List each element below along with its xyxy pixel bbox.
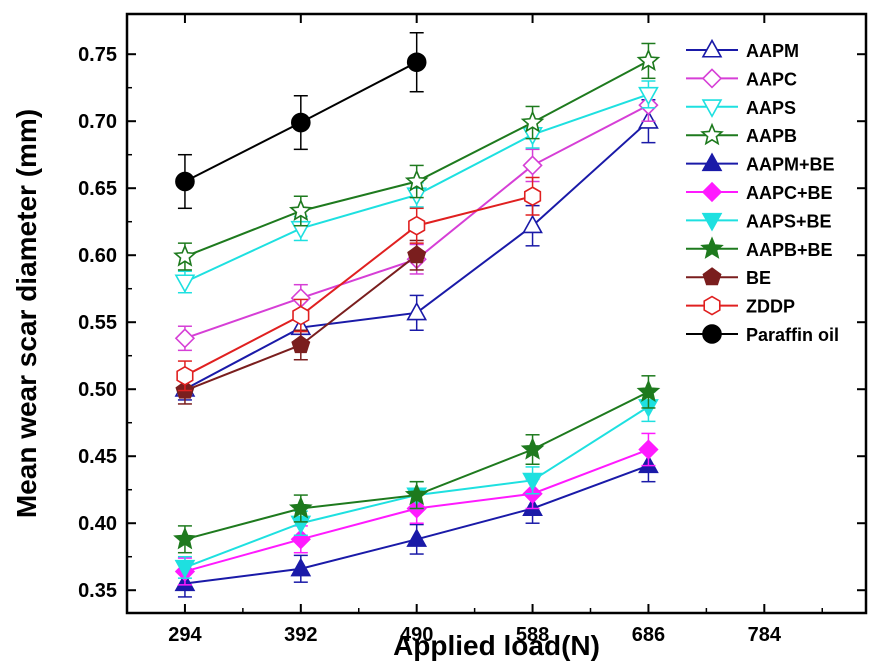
data-point [523,186,542,207]
x-axis-title: Applied load(N) [393,630,600,661]
data-point [636,379,661,402]
legend-marker [701,99,723,118]
data-point [408,215,426,236]
legend-label: Paraffin oil [746,325,839,345]
data-point [404,169,429,192]
legend-marker [701,212,723,232]
legend-marker [701,68,723,89]
series-aapm-be [174,448,659,598]
legend-label: AAPC+BE [746,183,833,203]
data-point [520,437,545,460]
data-point [522,472,543,492]
legend-item: AAPS+BE [686,211,832,232]
y-tick-label: 0.50 [78,379,117,401]
data-point [173,526,197,550]
series-zddp [176,176,542,392]
data-point [406,301,428,321]
data-point [290,557,312,577]
data-point [522,214,543,234]
series-paraffin-oil [175,32,427,210]
series-aapb-be [173,375,661,554]
data-point [174,274,196,294]
data-point [291,112,311,133]
data-point [638,439,659,460]
legend-label: ZDDP [746,297,795,317]
legend-marker [701,181,723,203]
data-point [176,365,194,386]
data-point [407,245,427,264]
legend-marker [701,152,723,172]
y-tick-label: 0.45 [78,446,117,468]
legend-label: AAPB [746,126,797,146]
x-tick-label: 392 [284,624,317,646]
y-tick-label: 0.65 [78,178,117,200]
data-point [636,48,661,71]
data-point [291,335,311,354]
data-point [520,110,545,133]
plot-area-frame [125,12,868,615]
y-tick-label: 0.40 [78,513,117,535]
legend-item: AAPS [686,98,796,118]
axis-layer: 0.35 0.40 0.45 0.50 0.55 0.60 0.65 0.70 0.75 294 3… [78,14,866,646]
y-tick-label: 0.60 [78,245,117,267]
series-aapb [173,42,661,271]
data-point [292,305,310,326]
legend-marker [702,267,722,286]
data-point [173,244,197,267]
data-point [522,155,543,176]
legend-item: Paraffin oil [686,324,839,345]
data-point [174,559,196,579]
legend: AAPM AAPC AAPS AAPB AAPM+BE AAPC+BE AAPS+BE AAP… [686,38,839,345]
x-tick-label: 686 [632,624,665,646]
y-tick-label: 0.75 [78,44,117,66]
series-layer [173,32,661,598]
data-point [406,52,427,73]
legend-marker [700,122,724,146]
legend-label: AAPM+BE [746,155,835,175]
legend-marker [702,324,722,344]
legend-item: AAPB [686,122,797,146]
legend-item: AAPB+BE [686,236,833,260]
y-tick-label: 0.35 [78,580,117,602]
legend-item: AAPM+BE [686,152,835,175]
series-line [184,195,533,377]
legend-item: ZDDP [686,295,795,317]
legend-item: AAPC+BE [686,181,833,203]
legend-label: AAPM [746,41,799,61]
legend-label: BE [746,268,771,288]
data-point [175,171,195,192]
y-axis-title: Mean wear scar diameter (mm) [11,109,42,518]
data-point [288,198,313,222]
legend-marker [700,236,724,259]
y-tick-label: 0.70 [78,111,117,133]
legend-item: AAPM [686,38,799,61]
data-point [404,482,429,506]
x-tick-label: 490 [400,624,433,646]
x-tick-label: 294 [168,624,202,646]
legend-label: AAPS [746,98,796,118]
legend-item: BE [686,267,771,288]
x-tick-label: 588 [516,624,549,646]
legend-marker [701,38,723,58]
data-point [174,328,196,349]
data-point [406,528,428,547]
legend-label: AAPC [746,69,797,89]
legend-label: AAPS+BE [746,211,832,231]
legend-item: AAPC [686,68,797,89]
data-point [638,86,659,106]
legend-label: AAPB+BE [746,240,833,260]
y-tick-label: 0.55 [78,312,117,334]
legend-marker [703,295,721,316]
data-point [288,496,313,519]
x-tick-label: 784 [748,624,782,646]
